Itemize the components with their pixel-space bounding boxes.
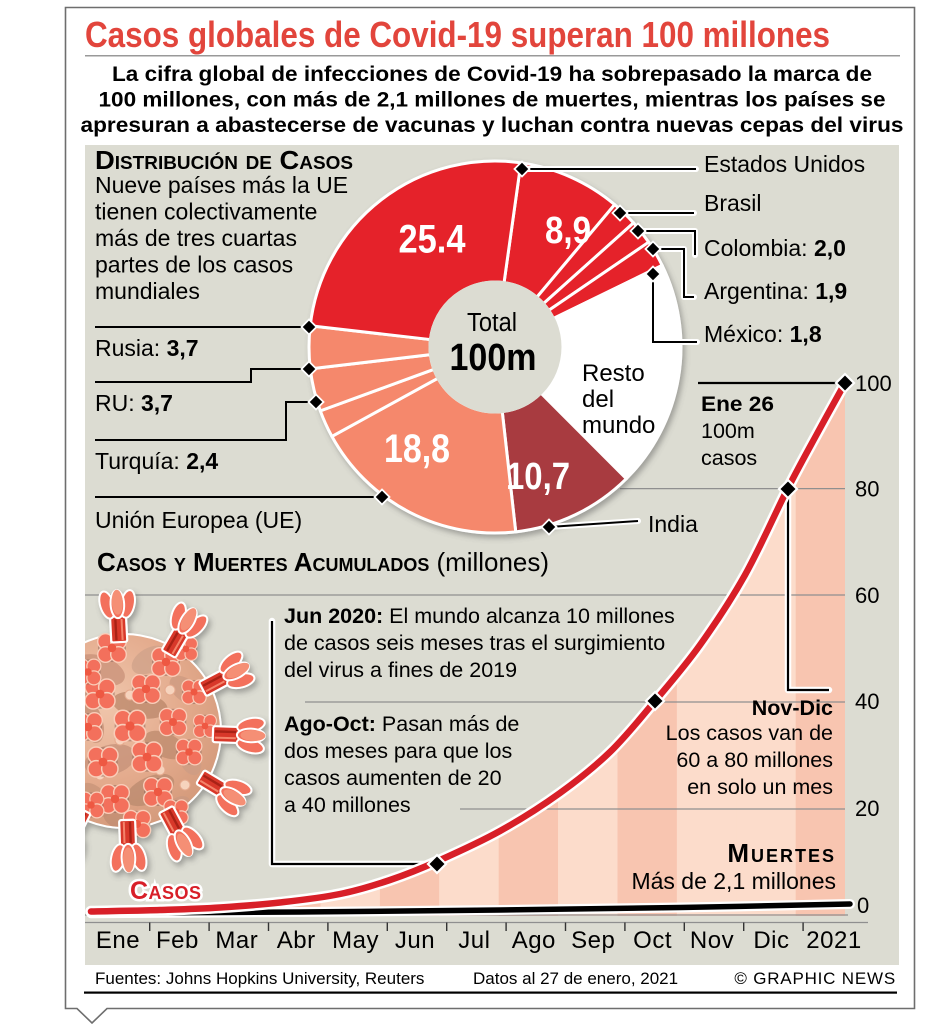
svg-text:apresuran a abastecerse de vac: apresuran a abastecerse de vacunas y luc…	[81, 113, 904, 137]
svg-text:100: 100	[855, 371, 892, 396]
svg-text:Nov: Nov	[690, 927, 734, 954]
svg-text:Casos globales de Covid-19 sup: Casos globales de Covid-19 superan 100 m…	[85, 14, 830, 55]
svg-text:40: 40	[855, 689, 879, 714]
svg-text:Ene: Ene	[96, 927, 140, 954]
svg-text:Oct: Oct	[633, 927, 672, 954]
svg-text:25.4: 25.4	[399, 218, 467, 262]
svg-text:Muertes: Muertes	[727, 838, 836, 868]
svg-text:100 millones, con más de 2,1 m: 100 millones, con más de 2,1 millones de…	[99, 88, 886, 112]
svg-text:del virus a fines de 2019: del virus a fines de 2019	[284, 658, 517, 682]
svg-text:© GRAPHIC NEWS: © GRAPHIC NEWS	[734, 969, 896, 988]
svg-text:Abr: Abr	[277, 927, 316, 954]
svg-text:Nov-Dic: Nov-Dic	[752, 696, 833, 720]
svg-text:Casos: Casos	[130, 877, 202, 905]
svg-text:RU: 3,7: RU: 3,7	[95, 390, 173, 416]
svg-text:100m: 100m	[701, 419, 755, 443]
svg-text:Los casos van de: Los casos van de	[666, 721, 833, 745]
svg-text:mundiales: mundiales	[95, 278, 200, 304]
svg-text:May: May	[332, 927, 379, 954]
svg-text:Rusia: 3,7: Rusia: 3,7	[95, 335, 199, 361]
svg-text:India: India	[648, 511, 698, 537]
svg-text:México: 1,8: México: 1,8	[704, 321, 822, 347]
svg-text:Colombia: 2,0: Colombia: 2,0	[704, 235, 846, 261]
svg-text:Datos al 27 de enero, 2021: Datos al 27 de enero, 2021	[473, 969, 678, 988]
svg-text:en solo un mes: en solo un mes	[687, 775, 833, 799]
svg-text:0: 0	[857, 893, 869, 918]
svg-text:Distribución de Casos: Distribución de Casos	[95, 145, 353, 175]
svg-text:más de tres cuartas: más de tres cuartas	[95, 225, 297, 251]
svg-text:Fuentes: Johns Hopkins Univers: Fuentes: Johns Hopkins University, Reute…	[95, 969, 424, 988]
svg-text:Total: Total	[467, 309, 517, 337]
svg-text:Jun: Jun	[395, 927, 435, 954]
svg-text:Jul: Jul	[458, 927, 490, 954]
svg-text:casos aumenten de 20: casos aumenten de 20	[284, 766, 502, 790]
svg-text:Resto: Resto	[582, 360, 645, 387]
svg-text:Argentina: 1,9: Argentina: 1,9	[704, 278, 847, 304]
svg-text:dos meses para que los: dos meses para que los	[284, 739, 512, 763]
svg-text:tienen colectivamente: tienen colectivamente	[95, 199, 317, 225]
svg-text:2021: 2021	[806, 927, 861, 954]
svg-text:casos: casos	[701, 446, 757, 470]
svg-text:del: del	[582, 386, 614, 413]
svg-text:Ene 26: Ene 26	[701, 392, 774, 416]
svg-text:Nueve países más la UE: Nueve países más la UE	[95, 172, 348, 198]
svg-text:60 a 80 millones: 60 a 80 millones	[676, 748, 833, 772]
svg-text:Ago-Oct: Pasan más de: Ago-Oct: Pasan más de	[284, 712, 519, 736]
svg-text:60: 60	[855, 583, 879, 608]
svg-text:Sep: Sep	[571, 927, 615, 954]
svg-text:18,8: 18,8	[384, 427, 450, 471]
svg-text:100m: 100m	[450, 337, 537, 379]
svg-text:Feb: Feb	[156, 927, 199, 954]
svg-text:de casos seis meses tras el su: de casos seis meses tras el surgimiento	[284, 631, 665, 655]
svg-text:a 40 millones: a 40 millones	[284, 793, 411, 817]
svg-text:Más de 2,1 millones: Más de 2,1 millones	[631, 868, 836, 894]
svg-text:Brasil: Brasil	[704, 190, 762, 216]
svg-text:80: 80	[855, 477, 879, 502]
svg-text:Estados Unidos: Estados Unidos	[704, 151, 865, 177]
svg-text:Mar: Mar	[215, 927, 258, 954]
svg-text:20: 20	[855, 796, 879, 821]
svg-text:Ago: Ago	[512, 927, 556, 954]
svg-text:10,7: 10,7	[506, 456, 570, 498]
svg-text:Turquía: 2,4: Turquía: 2,4	[95, 448, 218, 474]
svg-text:La cifra global de infecciones: La cifra global de infecciones de Covid-…	[112, 62, 872, 86]
svg-text:partes de los casos: partes de los casos	[95, 252, 293, 278]
svg-text:Casos y Muertes Acumulados (mi: Casos y Muertes Acumulados (millones)	[97, 547, 549, 577]
svg-text:mundo: mundo	[582, 412, 655, 439]
svg-text:Jun 2020: El mundo alcanza 10: Jun 2020: El mundo alcanza 10 millones	[284, 604, 675, 628]
svg-text:8,9: 8,9	[545, 210, 591, 252]
svg-text:Unión Europea (UE): Unión Europea (UE)	[95, 507, 302, 533]
svg-text:Dic: Dic	[753, 927, 789, 954]
